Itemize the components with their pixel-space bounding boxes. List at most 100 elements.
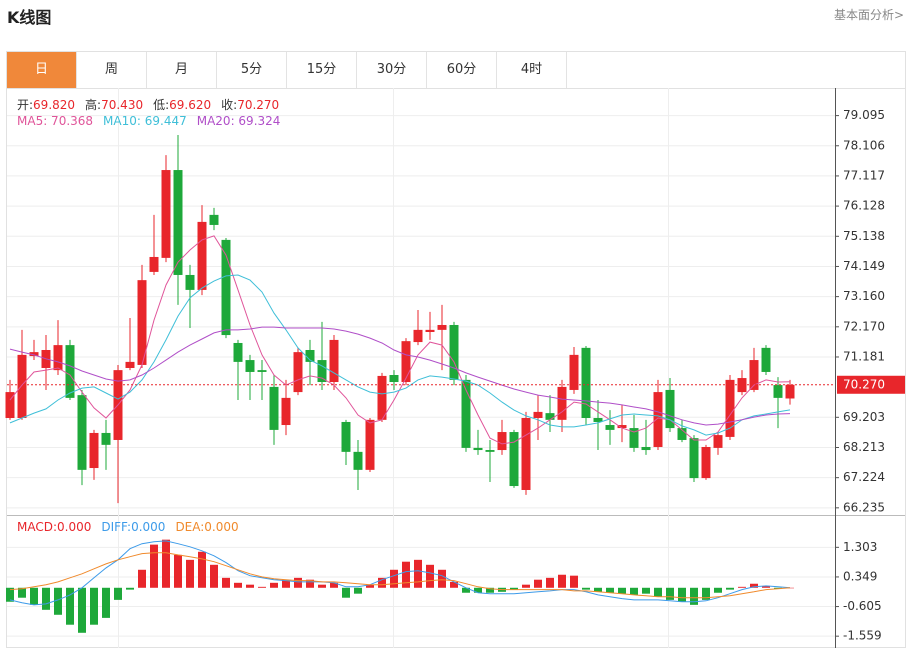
period-tab[interactable]: 15分 [287,52,357,88]
candle-body [5,392,15,419]
macd-bar [126,587,134,590]
candle-body [293,352,303,393]
candle-body [497,432,507,451]
period-tab[interactable]: 60分 [427,52,497,88]
candle-body [713,435,723,448]
candle-body [77,395,87,470]
candle-body [737,378,747,393]
macd-bar [210,564,218,588]
candle-body [221,239,231,336]
candle-body [521,418,531,490]
y-tick-label: 0.349 [843,569,877,583]
macd-bar [198,551,206,588]
period-tabs: 日周月 5分 15分 30分 60分 4时 [7,52,567,88]
candle-body [353,451,363,470]
info-item: 低:69.620 [153,96,211,113]
candle-body [341,421,351,452]
info-value: 69.820 [33,98,76,112]
macd-line [9,552,791,599]
macd-bar [450,581,458,588]
macd-bar [762,585,770,588]
y-tick-label: 67.224 [843,470,885,484]
candle-body [701,446,711,479]
macd-bar [378,577,386,588]
y-tick-label: 72.170 [843,319,885,333]
candle-body [569,354,579,390]
candle-body [581,347,591,419]
macd-bar [618,587,626,594]
macd-bar [318,584,326,588]
macd-line [9,540,791,606]
macd-bar [594,587,602,592]
macd-bar [582,587,590,590]
macd-bar [78,587,86,633]
page-title: K线图 [7,8,52,27]
macd-bar [174,554,182,588]
fundamental-link[interactable]: 基本面分析> [833,8,904,22]
candle-body [173,170,183,275]
candle-body [629,428,639,448]
macd-bar [258,586,266,588]
period-tab[interactable]: 5分 [217,52,287,88]
info-label: 开: [17,98,34,112]
macd-bar [486,587,494,593]
macd-bar [702,587,710,600]
info-value: 69.620 [169,98,212,112]
y-tick-label: 75.138 [843,229,885,243]
info-item: 收:70.270 [221,96,279,113]
legend-item: MACD:0.000 [17,520,92,534]
candle-body [245,360,255,372]
candle-body [593,418,603,422]
candle-body [425,329,435,332]
ma-line [9,235,791,445]
macd-bar [414,559,422,588]
candle-body [773,385,783,398]
ma-line [9,274,791,436]
macd-bar [54,587,62,615]
candle-body [485,450,495,452]
candle-body [209,214,219,225]
period-tab[interactable]: 周 [77,52,147,88]
macd-bar [162,539,170,588]
macd-bar [42,587,50,610]
candle-body [749,360,759,390]
candle-body [725,379,735,437]
candle-body [137,280,147,365]
y-tick-label: 69.203 [843,410,885,424]
macd-bar [474,587,482,593]
candle-body [269,386,279,430]
macd-bar [234,582,242,588]
candle-body [605,425,615,430]
period-tab[interactable]: 4时 [497,52,567,88]
candle-body [677,428,687,440]
candle-body [233,342,243,362]
candle-body [389,375,399,383]
ohlc-info: 开:69.820 高:70.430 低:69.620 收:70.270 [17,96,279,113]
candle-body [557,386,567,420]
candle-body [533,411,543,419]
macd-bar [366,584,374,588]
macd-bar [138,569,146,588]
period-tab[interactable]: 日 [7,52,77,88]
macd-bar [570,575,578,588]
candle-body [653,392,663,447]
ma-line [9,326,791,426]
macd-bar [270,582,278,588]
candle-body [101,432,111,445]
period-tab[interactable]: 月 [147,52,217,88]
macd-bar [678,587,686,602]
info-label: 高: [85,98,102,112]
info-item: 高:70.430 [85,96,143,113]
macd-bar [642,587,650,594]
y-tick-label: 79.095 [843,108,885,122]
macd-bar [150,544,158,588]
macd-bar [534,579,542,588]
period-tab[interactable]: 30分 [357,52,427,88]
legend-item: DIFF:0.000 [101,520,166,534]
macd-bar [606,587,614,593]
macd-bar [114,587,122,600]
macd-bar [750,583,758,588]
candle-body [617,425,627,429]
macd-legend: MACD:0.000 DIFF:0.000 DEA:0.000 [17,520,239,534]
